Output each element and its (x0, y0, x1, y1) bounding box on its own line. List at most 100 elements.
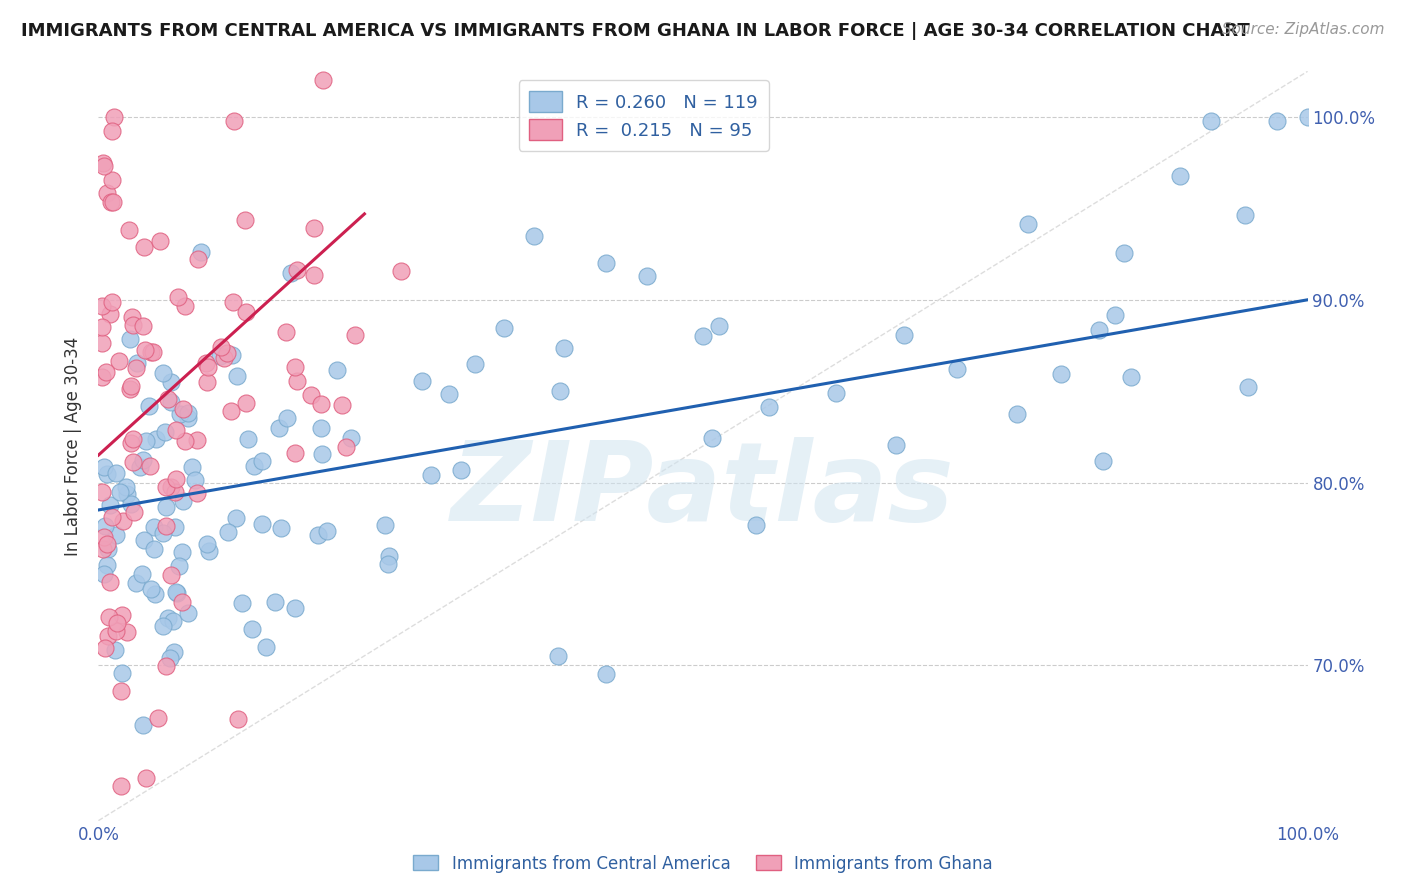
Point (344, 327, 367, 342)
Point (117, 487, 139, 501)
Point (111, 514, 134, 528)
Point (1168, 169, 1191, 184)
Point (377, 557, 399, 571)
Point (100, 509, 122, 524)
Point (254, 640, 277, 654)
Point (1233, 208, 1256, 222)
Point (142, 344, 165, 359)
Point (93, 530, 115, 544)
Point (91, 369, 114, 384)
Point (132, 319, 155, 334)
Point (111, 665, 134, 680)
Point (149, 234, 172, 248)
Point (1087, 323, 1109, 337)
Point (101, 173, 124, 187)
Point (315, 524, 337, 538)
Point (217, 524, 239, 539)
Point (105, 615, 128, 630)
Point (758, 400, 780, 414)
Point (439, 387, 461, 401)
Point (548, 384, 571, 399)
Point (212, 351, 235, 365)
Point (1121, 370, 1143, 384)
Point (235, 305, 257, 319)
Point (177, 411, 200, 425)
Point (1267, 113, 1289, 128)
Point (91, 485, 114, 500)
Point (299, 387, 322, 401)
Point (120, 379, 142, 393)
Point (636, 269, 658, 284)
Text: Source: ZipAtlas.com: Source: ZipAtlas.com (1222, 22, 1385, 37)
Point (523, 228, 546, 243)
Point (307, 528, 329, 542)
Point (172, 595, 194, 609)
Point (155, 519, 177, 533)
Point (284, 359, 307, 374)
Point (450, 463, 472, 477)
Point (1236, 380, 1258, 394)
Point (94, 365, 117, 379)
Point (104, 642, 127, 657)
Point (91, 156, 114, 170)
Point (186, 434, 208, 448)
Point (595, 667, 617, 681)
Point (340, 432, 363, 446)
Point (138, 399, 160, 413)
Point (145, 433, 167, 447)
Point (231, 596, 253, 610)
Point (276, 325, 298, 339)
Point (311, 447, 333, 461)
Point (825, 386, 848, 401)
Point (155, 480, 177, 494)
Point (492, 321, 515, 335)
Point (98, 498, 121, 512)
Point (118, 382, 141, 396)
Point (152, 619, 174, 633)
Point (309, 421, 332, 435)
Point (169, 407, 191, 421)
Point (132, 240, 155, 254)
Point (270, 521, 292, 535)
Point (222, 114, 245, 128)
Point (893, 327, 915, 342)
Point (250, 454, 273, 468)
Point (378, 549, 401, 563)
Point (110, 484, 132, 499)
Point (162, 645, 184, 659)
Point (374, 517, 396, 532)
Point (101, 194, 124, 209)
Point (152, 366, 174, 380)
Point (100, 195, 122, 210)
Point (115, 624, 138, 639)
Point (135, 434, 157, 449)
Point (420, 467, 443, 482)
Point (131, 566, 153, 581)
Point (132, 533, 155, 548)
Point (91, 299, 114, 313)
Point (97, 609, 120, 624)
Point (167, 290, 190, 304)
Point (226, 369, 249, 384)
Point (142, 520, 165, 534)
Point (335, 440, 357, 454)
Point (162, 614, 184, 628)
Point (553, 341, 575, 355)
Point (285, 263, 308, 277)
Point (304, 268, 326, 283)
Point (160, 375, 183, 389)
Point (884, 438, 907, 452)
Point (163, 484, 186, 499)
Point (1005, 407, 1028, 421)
Point (120, 436, 142, 450)
Point (464, 357, 486, 371)
Point (217, 346, 239, 360)
Point (121, 455, 143, 469)
Point (110, 684, 132, 698)
Point (159, 480, 181, 494)
Point (107, 353, 129, 368)
Point (311, 73, 333, 87)
Point (326, 363, 349, 377)
Point (155, 500, 177, 514)
Point (225, 511, 247, 525)
